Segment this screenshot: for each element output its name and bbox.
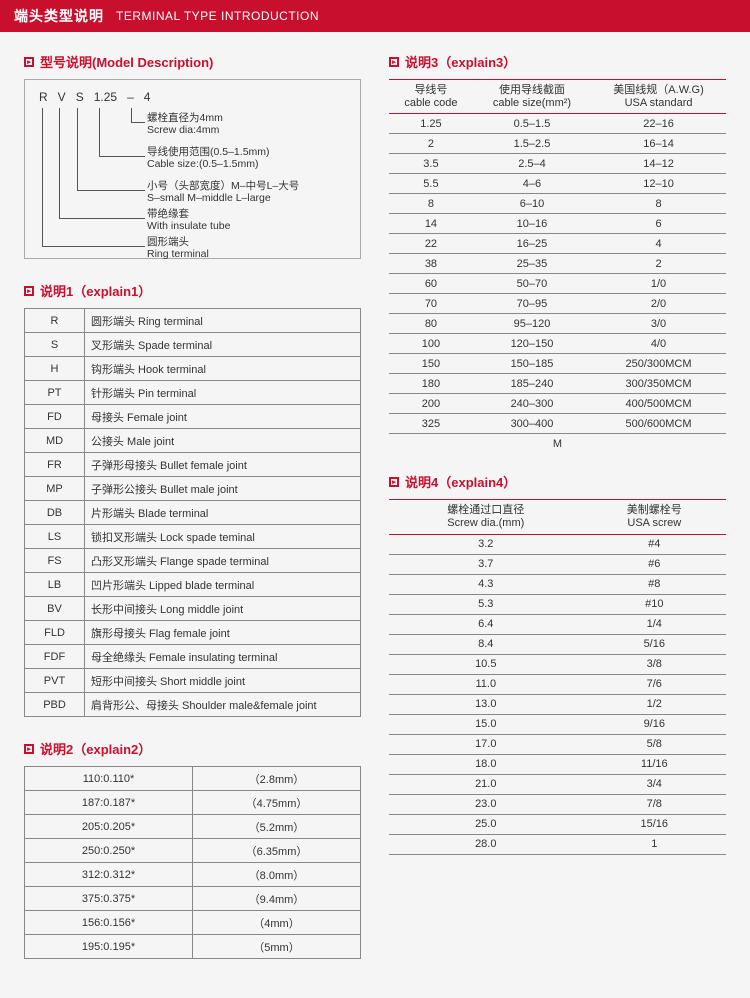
- table-row: 180185–240300/350MCM: [389, 374, 726, 394]
- table-row: 25.015/16: [389, 814, 726, 834]
- section-title-model: ▸ 型号说明(Model Description): [24, 52, 361, 71]
- table-row: DB片形端头 Blade terminal: [25, 501, 361, 525]
- page-body: ▸ 型号说明(Model Description) R V S 1.25 – 4: [0, 32, 750, 989]
- model-desc-2: 小号（头部宽度）M–中号L–大号 S–small M–middle L–larg…: [147, 180, 299, 204]
- table-row: 200240–300400/500MCM: [389, 394, 726, 414]
- table-row: 18.011/16: [389, 754, 726, 774]
- table-row: 21.5–2.516–14: [389, 134, 726, 154]
- explain3-footnote: M: [389, 438, 726, 450]
- model-code: R V S 1.25 – 4: [39, 90, 150, 106]
- table-row: 6.41/4: [389, 614, 726, 634]
- table-row: FLD旗形母接头 Flag female joint: [25, 621, 361, 645]
- bullet-icon: ▸: [24, 57, 34, 67]
- table-row: MD公接头 Male joint: [25, 429, 361, 453]
- table-row: 13.01/2: [389, 694, 726, 714]
- model-title: 型号说明(Model Description): [40, 52, 213, 71]
- table-row: 5.54–612–10: [389, 174, 726, 194]
- table-row: 3.52.5–414–12: [389, 154, 726, 174]
- table-row: 205:0.205*（5.2mm）: [25, 815, 361, 839]
- explain2-table: 110:0.110*（2.8mm）187:0.187*（4.75mm）205:0…: [24, 766, 361, 959]
- table-row: 150150–185250/300MCM: [389, 354, 726, 374]
- bullet-icon: ▸: [24, 744, 34, 754]
- table-row: PBD肩背形公、母接头 Shoulder male&female joint: [25, 693, 361, 717]
- table-row: 195:0.195*（5mm）: [25, 935, 361, 959]
- model-diagram: 螺栓直径为4mm Screw dia:4mm 导线使用范围(0.5–1.5mm)…: [39, 108, 346, 248]
- explain1-table: R圆形端头 Ring terminalS叉形端头 Spade terminalH…: [24, 308, 361, 717]
- table-row: 1.250.5–1.522–16: [389, 114, 726, 134]
- explain2-title: 说明2（explain2）: [40, 739, 151, 758]
- table-row: FS凸形叉形端头 Flange spade terminal: [25, 549, 361, 573]
- table-row: 156:0.156*（4mm）: [25, 911, 361, 935]
- table-row: LS锁扣叉形端头 Lock spade teminal: [25, 525, 361, 549]
- table-row: 5.3#10: [389, 594, 726, 614]
- table-row: 15.09/16: [389, 714, 726, 734]
- section-title-explain1: ▸ 说明1（explain1）: [24, 281, 361, 300]
- table-row: FDF母全绝缘头 Female insulating terminal: [25, 645, 361, 669]
- explain4-table: 螺栓通过口直径Screw dia.(mm)美制螺栓号USA screw 3.2#…: [389, 499, 726, 854]
- bullet-icon: ▸: [389, 477, 399, 487]
- table-row: BV长形中间接头 Long middle joint: [25, 597, 361, 621]
- table-row: FD母接头 Female joint: [25, 405, 361, 429]
- table-row: 23.07/8: [389, 794, 726, 814]
- table-row: H钩形端头 Hook terminal: [25, 357, 361, 381]
- table-row: LB凹片形端头 Lipped blade terminal: [25, 573, 361, 597]
- section-title-explain3: ▸ 说明3（explain3）: [389, 52, 726, 71]
- model-desc-3: 带绝缘套 With insulate tube: [147, 208, 230, 232]
- header-cn: 端头类型说明: [14, 6, 104, 26]
- table-row: 110:0.110*（2.8mm）: [25, 767, 361, 791]
- explain4-title: 说明4（explain4）: [405, 472, 516, 491]
- table-row: 21.03/4: [389, 774, 726, 794]
- model-desc-0: 螺栓直径为4mm Screw dia:4mm: [147, 112, 223, 136]
- explain1-title: 说明1（explain1）: [40, 281, 151, 300]
- table-row: 4.3#8: [389, 574, 726, 594]
- explain3-table: 导线号cable code使用导线截面cable size(mm²)美国线规（A…: [389, 79, 726, 434]
- table-row: S叉形端头 Spade terminal: [25, 333, 361, 357]
- model-box: R V S 1.25 – 4: [24, 79, 361, 259]
- table-row: 3.7#6: [389, 554, 726, 574]
- table-row: 2216–254: [389, 234, 726, 254]
- model-desc-4: 圆形端头 Ring terminal: [147, 236, 209, 260]
- bullet-icon: ▸: [24, 286, 34, 296]
- table-row: PVT短形中间接头 Short middle joint: [25, 669, 361, 693]
- table-row: MP子弹形公接头 Bullet male joint: [25, 477, 361, 501]
- section-title-explain4: ▸ 说明4（explain4）: [389, 472, 726, 491]
- table-row: 10.53/8: [389, 654, 726, 674]
- table-row: FR子弹形母接头 Bullet female joint: [25, 453, 361, 477]
- table-row: 17.05/8: [389, 734, 726, 754]
- table-row: 312:0.312*（8.0mm）: [25, 863, 361, 887]
- table-row: 375:0.375*（9.4mm）: [25, 887, 361, 911]
- right-column: ▸ 说明3（explain3） 导线号cable code使用导线截面cable…: [389, 52, 726, 959]
- bullet-icon: ▸: [389, 57, 399, 67]
- table-row: 3.2#4: [389, 534, 726, 554]
- model-desc-1: 导线使用范围(0.5–1.5mm) Cable size:(0.5–1.5mm): [147, 146, 270, 170]
- table-row: 3825–352: [389, 254, 726, 274]
- table-row: 1410–166: [389, 214, 726, 234]
- table-row: 7070–952/0: [389, 294, 726, 314]
- table-row: 11.07/6: [389, 674, 726, 694]
- left-column: ▸ 型号说明(Model Description) R V S 1.25 – 4: [24, 52, 361, 959]
- table-row: 187:0.187*（4.75mm）: [25, 791, 361, 815]
- table-row: PT针形端头 Pin terminal: [25, 381, 361, 405]
- table-row: R圆形端头 Ring terminal: [25, 309, 361, 333]
- header-bar: 端头类型说明 TERMINAL TYPE INTRODUCTION: [0, 0, 750, 32]
- table-row: 8.45/16: [389, 634, 726, 654]
- table-row: 86–108: [389, 194, 726, 214]
- table-row: 6050–701/0: [389, 274, 726, 294]
- explain3-title: 说明3（explain3）: [405, 52, 516, 71]
- table-row: 325300–400500/600MCM: [389, 414, 726, 434]
- table-row: 250:0.250*（6.35mm）: [25, 839, 361, 863]
- header-en: TERMINAL TYPE INTRODUCTION: [116, 9, 319, 23]
- table-row: 100120–1504/0: [389, 334, 726, 354]
- section-title-explain2: ▸ 说明2（explain2）: [24, 739, 361, 758]
- table-row: 28.01: [389, 834, 726, 854]
- table-row: 8095–1203/0: [389, 314, 726, 334]
